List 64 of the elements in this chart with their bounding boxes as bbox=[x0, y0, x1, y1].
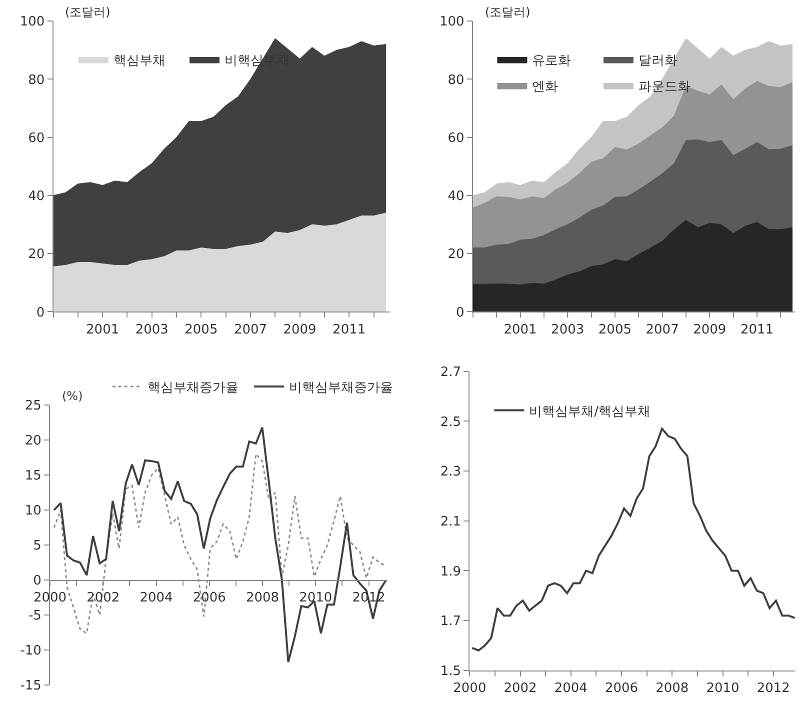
x-tick-label: 2003 bbox=[135, 322, 168, 338]
x-tick-label: 2008 bbox=[656, 681, 689, 696]
y-tick-label: 40 bbox=[28, 188, 45, 204]
y-tick-label: 1.5 bbox=[440, 664, 462, 679]
y-tick-label: 20 bbox=[24, 434, 42, 449]
y-tick-label: 15 bbox=[24, 468, 42, 484]
y-tick-label: 1.7 bbox=[440, 614, 462, 630]
legend-label: 비핵심부채/핵심부채 bbox=[529, 404, 651, 420]
x-tick-label: 2011 bbox=[740, 322, 774, 338]
y-tick-label: 60 bbox=[448, 130, 464, 146]
legend-label: 파운드화 bbox=[638, 79, 690, 94]
y-tick-label: 2.1 bbox=[440, 514, 462, 530]
legend-label: 달러화 bbox=[638, 53, 678, 68]
legend-label: 유로화 bbox=[532, 53, 572, 68]
y-axis-title: (조달러) bbox=[65, 5, 110, 19]
x-tick-label: 2001 bbox=[504, 322, 537, 338]
x-tick-label: 2008 bbox=[246, 590, 280, 606]
y-tick-label: 0 bbox=[33, 574, 42, 589]
x-tick-label: 2002 bbox=[504, 681, 537, 696]
y-tick-label: 10 bbox=[24, 504, 42, 519]
y-tick-label: 0 bbox=[36, 305, 45, 320]
x-tick-label: 2012 bbox=[756, 681, 790, 696]
x-tick-label: 2002 bbox=[86, 590, 120, 606]
y-tick-label: 20 bbox=[448, 247, 464, 262]
legend-label: 비핵심부채증가율 bbox=[289, 380, 394, 396]
y-axis-title: (%) bbox=[62, 389, 83, 403]
y-tick-label: 100 bbox=[439, 14, 464, 30]
y-tick-label: 2.5 bbox=[440, 414, 462, 430]
x-tick-label: 2010 bbox=[299, 590, 332, 606]
y-tick-label: 80 bbox=[28, 72, 45, 88]
x-tick-label: 2005 bbox=[598, 322, 632, 338]
x-tick-label: 2005 bbox=[184, 322, 218, 338]
y-tick-label: 0 bbox=[456, 305, 464, 320]
x-tick-label: 2011 bbox=[332, 322, 366, 338]
x-tick-label: 2009 bbox=[693, 322, 726, 338]
x-tick-label: 2007 bbox=[646, 322, 679, 338]
x-tick-label: 2001 bbox=[86, 322, 120, 338]
y-tick-label: 60 bbox=[28, 130, 45, 146]
y-tick-label: 5 bbox=[33, 538, 42, 554]
x-tick-label: 2003 bbox=[551, 322, 584, 338]
y-tick-label: -15 bbox=[20, 678, 42, 694]
y-tick-label: 2.7 bbox=[440, 364, 462, 380]
y-tick-label: 25 bbox=[24, 398, 42, 414]
x-tick-label: 2006 bbox=[604, 681, 638, 696]
x-tick-label: 2004 bbox=[140, 590, 173, 606]
x-tick-label: 2004 bbox=[554, 681, 588, 696]
y-tick-label: 20 bbox=[28, 247, 45, 262]
y-tick-label: 80 bbox=[448, 72, 464, 88]
line-series bbox=[471, 428, 795, 652]
legend-label: 핵심부채 bbox=[113, 53, 166, 68]
x-tick-label: 2007 bbox=[234, 322, 268, 338]
y-tick-label: 1.9 bbox=[440, 564, 462, 580]
y-tick-label: 2.3 bbox=[440, 464, 462, 480]
x-tick-label: 2000 bbox=[453, 681, 486, 696]
y-tick-label: 40 bbox=[448, 188, 464, 204]
legend-label: 엔화 bbox=[532, 79, 558, 94]
y-tick-label: 100 bbox=[20, 14, 45, 30]
y-tick-label: -10 bbox=[20, 644, 42, 659]
y-axis-title: (조달러) bbox=[485, 5, 530, 19]
x-tick-label: 2006 bbox=[192, 590, 226, 606]
x-tick-label: 2009 bbox=[283, 322, 316, 338]
legend-label: 핵심부채증가율 bbox=[147, 380, 238, 396]
x-tick-label: 2010 bbox=[706, 681, 740, 696]
y-tick-label: -5 bbox=[28, 608, 42, 624]
